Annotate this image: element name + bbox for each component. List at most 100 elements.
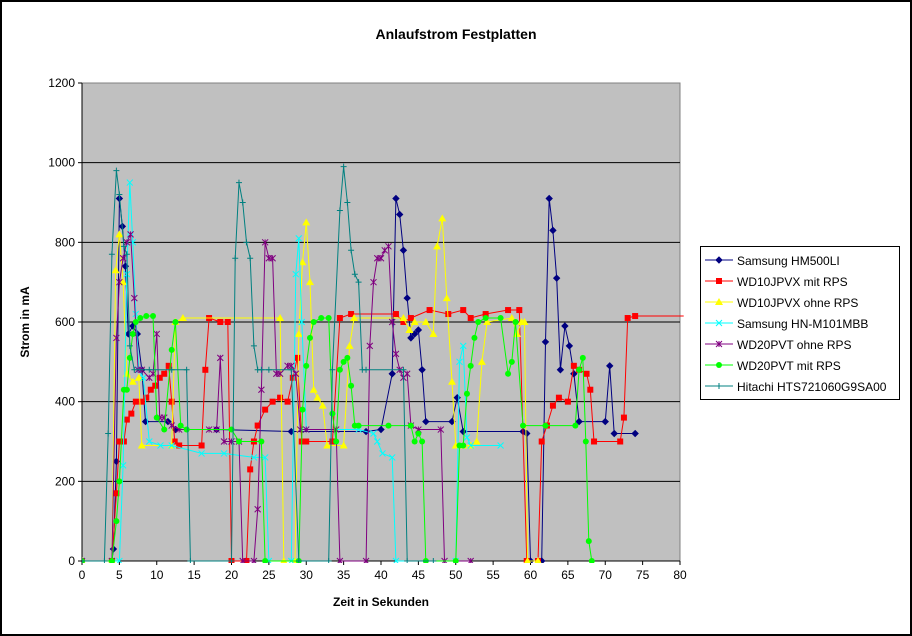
series-6 (82, 163, 437, 563)
x-tick-label-9: 45 (412, 568, 426, 582)
series-2-point-22 (323, 441, 332, 449)
legend-item-0: Samsung HM500LI (701, 251, 899, 271)
series-0-point-47 (631, 429, 639, 438)
series-3-point-27 (392, 557, 400, 563)
series-6-point-23 (265, 366, 272, 373)
x-tick-label-2: 10 (150, 568, 164, 582)
series-2-point-25 (350, 314, 359, 322)
series-3-point-23 (370, 430, 377, 437)
series-1-point-62 (620, 414, 627, 421)
series-5-point-20 (258, 438, 265, 445)
series-5-point-55 (520, 422, 527, 429)
series-5-point-23 (299, 406, 306, 413)
series-4-point-5 (123, 238, 131, 246)
series-2-point-11 (178, 314, 187, 322)
series-2-point-8 (137, 441, 146, 449)
series-6-point-36 (400, 366, 407, 373)
series-5-point-11 (150, 313, 157, 320)
series-6-point-16 (235, 179, 242, 186)
series-5-point-26 (310, 319, 317, 325)
series-3-point-10 (157, 442, 164, 449)
series-1-point-17 (176, 442, 183, 449)
series-3-point-4 (126, 179, 134, 186)
series-1-point-5 (123, 416, 130, 423)
series-0-point-19 (392, 194, 400, 203)
series-0-point-27 (422, 417, 430, 426)
series-5-point-41 (419, 438, 426, 445)
series-5-point-13 (161, 426, 168, 433)
series-1-point-38 (348, 311, 355, 318)
series-1-point-2 (113, 490, 120, 497)
legend-swatch-6 (705, 383, 733, 389)
legend-item-2: WD10JPVX ohne RPS (701, 293, 899, 313)
series-6-point-15 (232, 255, 239, 262)
series-6-point-11 (168, 366, 175, 373)
series-1-point-45 (467, 315, 474, 322)
series-3-point-15 (261, 454, 269, 461)
series-4-point-38 (336, 557, 344, 563)
series-4-point-20 (220, 438, 228, 445)
x-tick-label-6: 30 (300, 568, 314, 582)
series-6-point-31 (348, 247, 355, 254)
series-4-point-12 (153, 330, 161, 338)
series-4-point-6 (127, 231, 134, 238)
series-4-point-50 (403, 370, 411, 378)
series-2-point-16 (298, 258, 307, 266)
series-2-point-46 (534, 557, 542, 563)
series-2-point-30 (429, 329, 438, 337)
series-1-point-56 (570, 362, 577, 369)
series-5-point-16 (177, 422, 184, 429)
series-2-point-27 (405, 325, 414, 333)
series-2 (82, 214, 542, 563)
series-0-point-21 (399, 246, 408, 255)
series-3-point-9 (145, 438, 153, 445)
series-5-point-47 (467, 362, 474, 369)
series-0-point-39 (556, 366, 565, 374)
series-0-point-17 (377, 425, 385, 434)
series-6-point-2 (105, 430, 112, 437)
series-0-point-41 (565, 342, 574, 350)
series-3-point-33 (497, 442, 504, 449)
x-tick-label-0: 0 (79, 568, 86, 582)
series-5-point-45 (460, 442, 467, 449)
series-5-point-5 (123, 386, 130, 393)
series-0-point-36 (545, 194, 553, 203)
series-5 (82, 313, 595, 563)
series-6-point-25 (295, 558, 302, 563)
y-tick-label-3: 600 (55, 315, 75, 329)
series-3-point-1 (116, 557, 123, 563)
series-1-point-13 (161, 370, 168, 377)
series-6-point-7 (123, 251, 130, 258)
series-5-point-43 (452, 558, 459, 563)
series-5-point-62 (588, 558, 595, 563)
series-0-point-38 (552, 274, 561, 282)
series-6-point-4 (113, 167, 120, 174)
x-tick-label-11: 55 (486, 568, 500, 582)
legend-item-3: Samsung HN-M101MBB (701, 314, 899, 334)
y-tick-label-4: 800 (55, 235, 75, 249)
series-6-point-10 (146, 366, 153, 373)
series-1-point-32 (289, 374, 296, 381)
series-4-point-24 (250, 557, 258, 563)
series-1-point-31 (284, 398, 291, 405)
series-6-point-6 (120, 243, 127, 250)
series-5-point-15 (172, 319, 179, 325)
series-2-point-2 (111, 266, 120, 274)
series-1-point-60 (591, 438, 598, 445)
series-1-point-46 (482, 311, 489, 318)
series-5-point-7 (129, 330, 136, 337)
series-1-point-29 (269, 398, 276, 405)
y-tick-label-5: 1000 (48, 156, 75, 170)
legend-marker-6 (716, 383, 722, 389)
series-0-point-37 (549, 226, 557, 235)
series-0-point-44 (601, 417, 609, 426)
x-tick-label-3: 15 (187, 568, 201, 582)
series-5-point-1 (108, 558, 115, 563)
series-5-point-49 (475, 319, 482, 325)
series-5-point-48 (471, 334, 478, 341)
chart-title: Anlaufstrom Festplatten (375, 26, 537, 42)
series-6-point-26 (325, 558, 332, 563)
legend-marker-1 (716, 278, 722, 284)
series-4-point-15 (168, 422, 176, 429)
